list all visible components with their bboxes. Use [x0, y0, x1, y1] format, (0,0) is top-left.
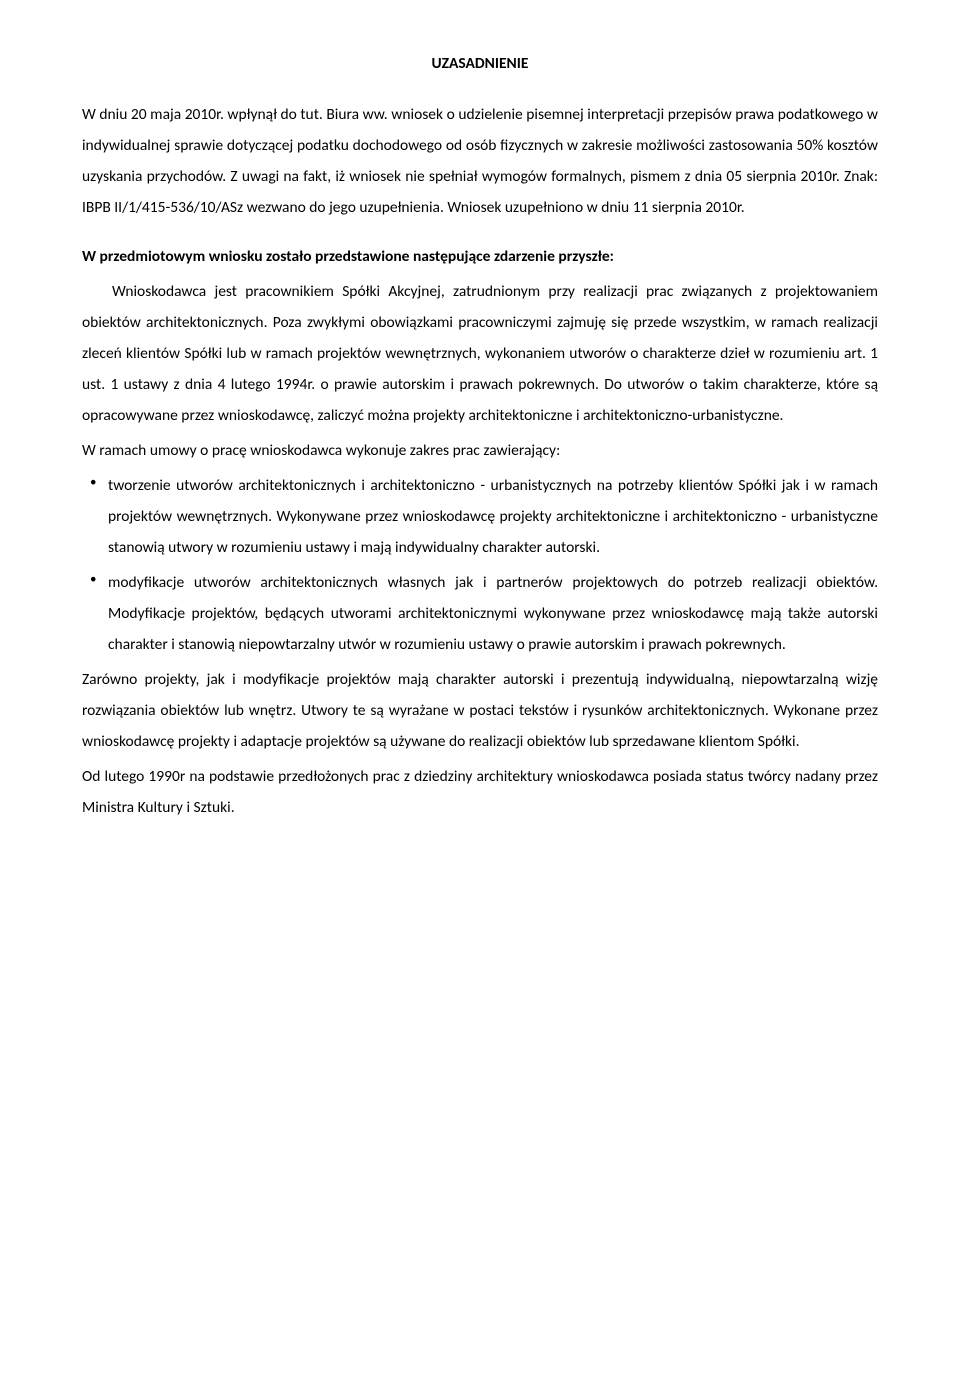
paragraph-3: W ramach umowy o pracę wnioskodawca wyko… [82, 435, 878, 466]
section-heading: W przedmiotowym wniosku zostało przedsta… [82, 241, 878, 272]
page-title: UZASADNIENIE [82, 48, 878, 79]
paragraph-2: Wnioskodawca jest pracownikiem Spółki Ak… [82, 276, 878, 431]
list-item: tworzenie utworów architektonicznych i a… [82, 470, 878, 563]
document-page: UZASADNIENIE W dniu 20 maja 2010r. wpłyn… [0, 0, 960, 867]
paragraph-1: W dniu 20 maja 2010r. wpłynął do tut. Bi… [82, 99, 878, 223]
list-item: modyfikacje utworów architektonicznych w… [82, 567, 878, 660]
bullet-list: tworzenie utworów architektonicznych i a… [82, 470, 878, 660]
paragraph-5: Od lutego 1990r na podstawie przedłożony… [82, 761, 878, 823]
paragraph-4: Zarówno projekty, jak i modyfikacje proj… [82, 664, 878, 757]
